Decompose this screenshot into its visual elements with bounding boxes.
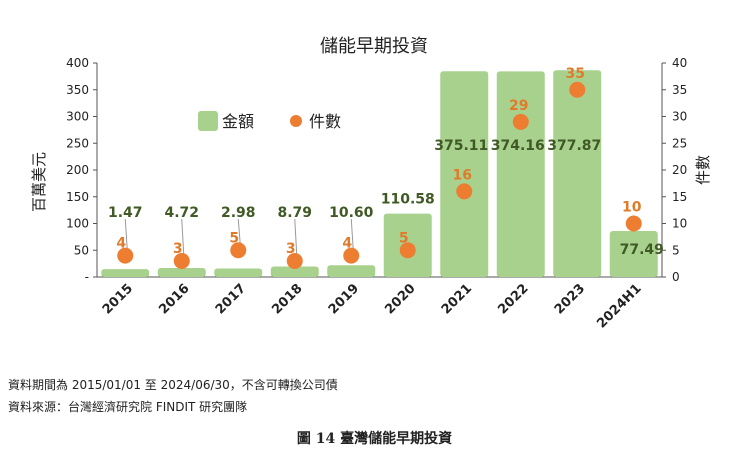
source-note-origin: 資料來源：台灣經濟研究院 FINDIT 研究團隊: [8, 400, 248, 414]
amount-value-label: 1.47: [108, 205, 143, 221]
count-value-label: 4: [342, 236, 352, 252]
leader-line: [181, 218, 185, 255]
x-tick-label: 2021: [439, 281, 475, 317]
y-tick-label: 200: [66, 163, 89, 177]
x-tick-label: 2016: [156, 281, 192, 317]
y-tick-label: 350: [66, 83, 89, 97]
count-point: [230, 242, 247, 259]
count-value-label: 16: [453, 167, 472, 183]
amount-bar: [327, 265, 376, 277]
count-point: [456, 183, 473, 200]
count-value-label: 35: [566, 66, 585, 82]
chart-title: 儲能早期投資: [320, 36, 428, 57]
amount-bar: [101, 269, 150, 277]
x-tick-label: 2022: [495, 281, 531, 317]
amount-value-label: 2.98: [221, 205, 256, 221]
y-tick-label: 150: [66, 190, 89, 204]
y2-axis-title: 件數: [694, 155, 712, 185]
count-point: [286, 252, 303, 269]
legend-label-amount: 金額: [222, 112, 254, 131]
y-tick-label: -: [85, 270, 89, 284]
y2-tick-label: 30: [672, 110, 687, 124]
y2-tick-label: 20: [672, 163, 687, 177]
count-value-label: 3: [173, 241, 183, 257]
x-tick-label: 2015: [100, 281, 136, 317]
y2-axis-ticks: 0 5 10 15 20 25 30 35 40: [662, 56, 687, 284]
legend-swatch-count: [290, 115, 302, 127]
x-tick-label: 2018: [269, 281, 305, 317]
leader-lines: [124, 218, 354, 255]
amount-bar: [157, 267, 206, 277]
y2-tick-label: 0: [672, 270, 680, 284]
amount-value-label: 4.72: [164, 205, 199, 221]
amount-value-label: 10.60: [329, 205, 374, 221]
amount-bar: [609, 230, 658, 277]
y-axis-ticks: - 50 100 150 200 250 300 350 400: [66, 56, 97, 284]
source-note-period: 資料期間為 2015/01/01 至 2024/06/30，不含可轉換公司債: [8, 378, 338, 392]
y2-tick-label: 5: [672, 243, 680, 257]
amount-value-label: 8.79: [277, 205, 312, 221]
count-point: [625, 215, 642, 232]
amount-value-label: 110.58: [381, 192, 435, 208]
x-tick-label: 2023: [552, 281, 588, 317]
y-tick-label: 400: [66, 56, 89, 70]
x-tick-label: 2020: [382, 281, 418, 317]
count-value-label: 4: [116, 236, 126, 252]
amount-bar: [496, 71, 545, 277]
count-point: [512, 113, 529, 130]
count-value-label: 3: [286, 241, 296, 257]
bar-series: [101, 70, 658, 277]
count-value-label: 29: [509, 98, 528, 114]
x-tick-label: 2024H1: [594, 281, 644, 331]
count-point: [569, 81, 586, 98]
y2-tick-label: 40: [672, 56, 687, 70]
amount-bar: [440, 71, 489, 277]
count-series: [117, 81, 642, 269]
count-point: [117, 247, 134, 264]
y-tick-label: 50: [74, 243, 89, 257]
x-axis-ticks: 2015 2016 2017 2018 2019 2020 2021 2022 2023 2024…: [100, 281, 645, 331]
chart: 儲能早期投資 百萬美元 件數 1.47 4.72 2.98 8.79 10.60 110.…: [30, 36, 712, 332]
x-tick-label: 2019: [326, 281, 362, 317]
amount-value-label: 375.11: [434, 138, 488, 154]
y2-tick-label: 15: [672, 190, 687, 204]
amount-bar: [214, 268, 263, 277]
legend-label-count: 件數: [309, 112, 341, 131]
count-point: [399, 242, 416, 259]
amount-value-label: 377.87: [547, 138, 601, 154]
leader-line: [237, 218, 241, 245]
y-axis-title: 百萬美元: [30, 152, 48, 212]
y2-tick-label: 25: [672, 136, 687, 150]
y2-tick-label: 10: [672, 217, 687, 231]
count-value-label: 10: [622, 200, 642, 216]
amount-bar: [270, 266, 319, 277]
y-tick-label: 300: [66, 110, 89, 124]
amount-value-label: 77.49: [620, 242, 664, 258]
figure-caption: 圖 14 臺灣儲能早期投資: [296, 431, 453, 447]
count-value-label: 5: [229, 230, 239, 246]
x-tick-label: 2017: [213, 281, 249, 317]
y-tick-label: 100: [66, 217, 89, 231]
amount-bar: [553, 70, 602, 277]
leader-line: [350, 218, 354, 250]
count-point: [173, 252, 190, 269]
count-point: [343, 247, 360, 264]
legend-swatch-amount: [198, 111, 218, 131]
count-value-label: 5: [399, 230, 409, 246]
legend: 金額 件數: [198, 111, 341, 131]
y-tick-label: 250: [66, 136, 89, 150]
amount-value-label: 374.16: [491, 138, 545, 154]
y2-tick-label: 35: [672, 83, 687, 97]
leader-line: [294, 218, 298, 255]
leader-line: [124, 218, 128, 250]
